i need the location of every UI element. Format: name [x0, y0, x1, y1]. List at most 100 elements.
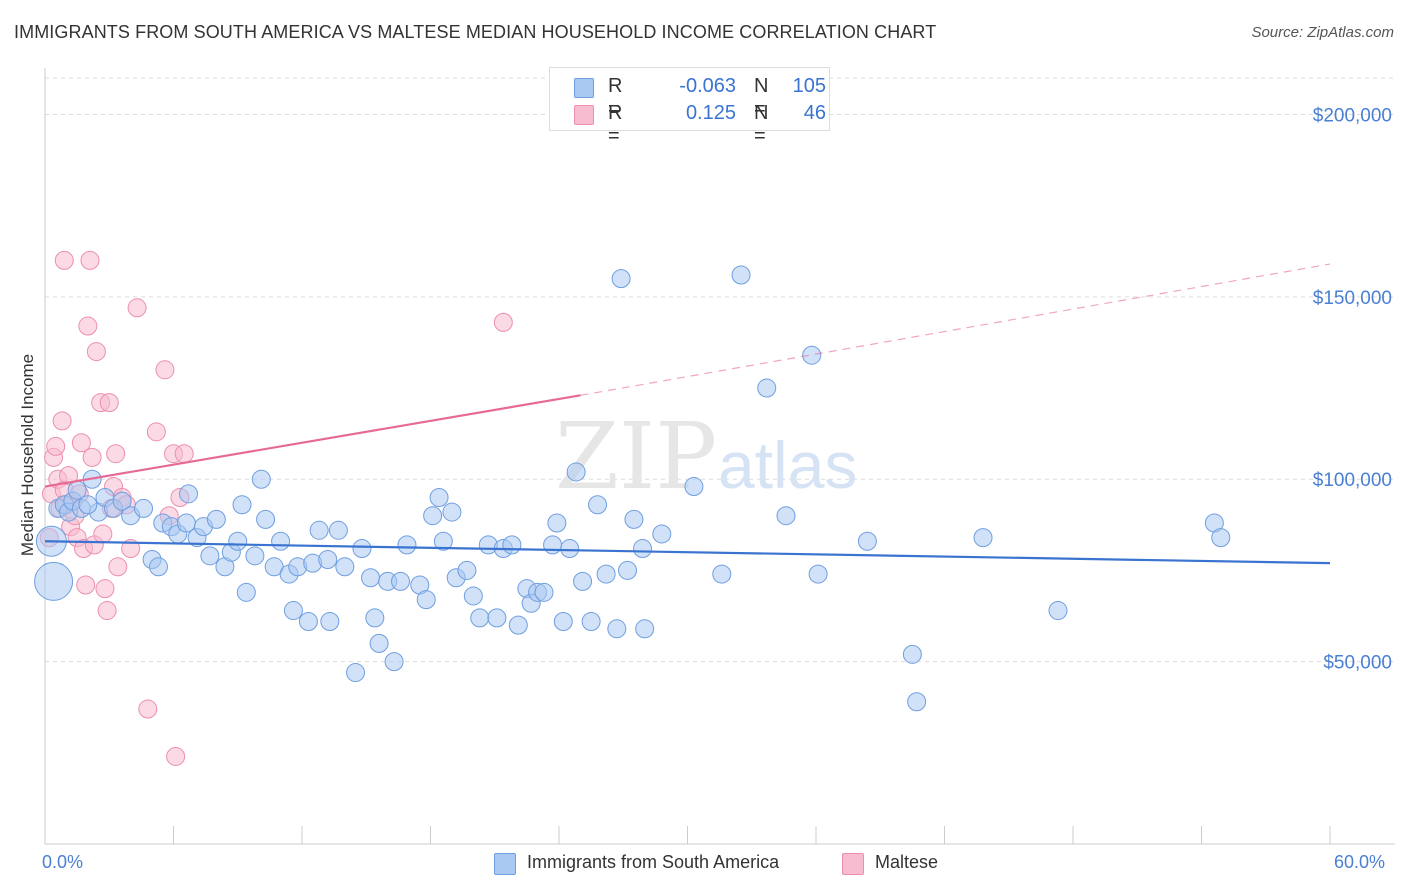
south-america-point	[384, 652, 404, 672]
south-america-point	[232, 495, 252, 515]
y-axis-label: Median Household Income	[18, 354, 37, 556]
south-america-point	[588, 495, 608, 515]
r-value: -0.063	[679, 75, 736, 97]
maltese-point	[166, 746, 186, 766]
maltese-point	[174, 444, 194, 464]
south-america-point	[543, 535, 563, 555]
south-america-point	[318, 549, 338, 569]
south-america-point	[271, 531, 291, 551]
maltese-point	[493, 312, 513, 332]
south-america-point	[624, 509, 644, 529]
maltese-point	[146, 422, 166, 442]
maltese-point	[82, 447, 102, 467]
south-america-point	[298, 611, 318, 631]
south-america-point	[463, 586, 483, 606]
south-america-point	[134, 498, 154, 518]
south-america-point	[457, 560, 477, 580]
south-america-point	[757, 378, 777, 398]
south-america-point	[256, 509, 276, 529]
maltese-point	[59, 466, 79, 486]
south-america-point	[611, 269, 631, 289]
south-america-point	[618, 560, 638, 580]
south-america-point	[487, 608, 507, 628]
south-america-point	[652, 524, 672, 544]
maltese-point	[78, 316, 98, 336]
maltese-point	[108, 557, 128, 577]
r-label: R =	[608, 102, 623, 147]
south-america-point	[596, 564, 616, 584]
south-america-point	[470, 608, 490, 628]
south-america-point	[607, 619, 627, 639]
south-america-point	[902, 644, 922, 664]
south-america-point	[633, 539, 653, 559]
south-america-point	[857, 531, 877, 551]
maltese-point	[99, 393, 119, 413]
south-america-point	[776, 506, 796, 526]
south-america-point	[423, 506, 443, 526]
south-america-point	[335, 557, 355, 577]
south-america-point	[78, 495, 98, 515]
south-america-point	[346, 663, 366, 683]
south-america-point	[149, 557, 169, 577]
south-america-point	[802, 345, 822, 365]
watermark-atlas: atlas	[718, 428, 857, 502]
south-america-point	[34, 561, 74, 601]
maltese-point	[86, 342, 106, 362]
source-label: Source: ZipAtlas.com	[1251, 24, 1394, 41]
maltese-point	[93, 524, 113, 544]
south-america-point	[228, 531, 248, 551]
maltese-point	[106, 444, 126, 464]
maltese-trend-extension	[580, 263, 1331, 396]
maltese-point	[52, 411, 72, 431]
maltese-point	[54, 250, 74, 270]
y-tick-label: $150,000	[1313, 288, 1392, 309]
south-america-point	[1048, 601, 1068, 621]
south-america-point	[573, 571, 593, 591]
maltese-point	[76, 575, 96, 595]
south-america-point	[433, 531, 453, 551]
maltese-point	[138, 699, 158, 719]
n-label: N =	[754, 75, 769, 120]
legend-label: Immigrants from South America	[527, 852, 780, 872]
south-america-point	[907, 692, 927, 712]
r-value: 0.125	[685, 102, 736, 124]
south-america-point	[352, 539, 372, 559]
south-america-point	[547, 513, 567, 533]
blue-swatch	[574, 78, 594, 98]
maltese-point	[97, 601, 117, 621]
r-label: R =	[608, 75, 623, 120]
south-america-point	[112, 491, 132, 511]
maltese-point	[71, 433, 91, 453]
south-america-point	[502, 535, 522, 555]
south-america-point	[200, 546, 220, 566]
y-tick-labels: $50,000 $100,000 $150,000 $200,000	[1313, 105, 1392, 673]
maltese-point	[155, 360, 175, 380]
south-america-point	[206, 509, 226, 529]
south-america-point	[236, 582, 256, 602]
n-label: N =	[754, 102, 769, 147]
south-america-point	[391, 571, 411, 591]
south-america-point	[560, 539, 580, 559]
maltese-point	[127, 298, 147, 318]
south-america-point	[328, 520, 348, 540]
n-value: 105	[792, 75, 826, 97]
x-tick-left: 0.0%	[42, 852, 84, 872]
legend-swatch-pink	[842, 853, 864, 875]
south-america-point	[684, 477, 704, 497]
south-america-point	[365, 608, 385, 628]
maltese-point	[121, 539, 141, 559]
south-america-point	[731, 265, 751, 285]
maltese-point	[80, 250, 100, 270]
stats-legend: R = -0.063 N = 105 R = 0.125 N = 46	[549, 67, 830, 147]
south-america-point	[1211, 528, 1231, 548]
y-tick-label: $200,000	[1313, 105, 1392, 126]
south-america-point	[397, 535, 417, 555]
legend-swatch-blue	[494, 853, 516, 875]
watermark: ZIP atlas	[555, 403, 857, 510]
south-america-point	[429, 487, 449, 507]
x-tick-right: 60.0%	[1334, 852, 1386, 872]
legend-label: Maltese	[875, 852, 939, 872]
south-america-point	[251, 469, 271, 489]
south-america-point	[635, 619, 655, 639]
